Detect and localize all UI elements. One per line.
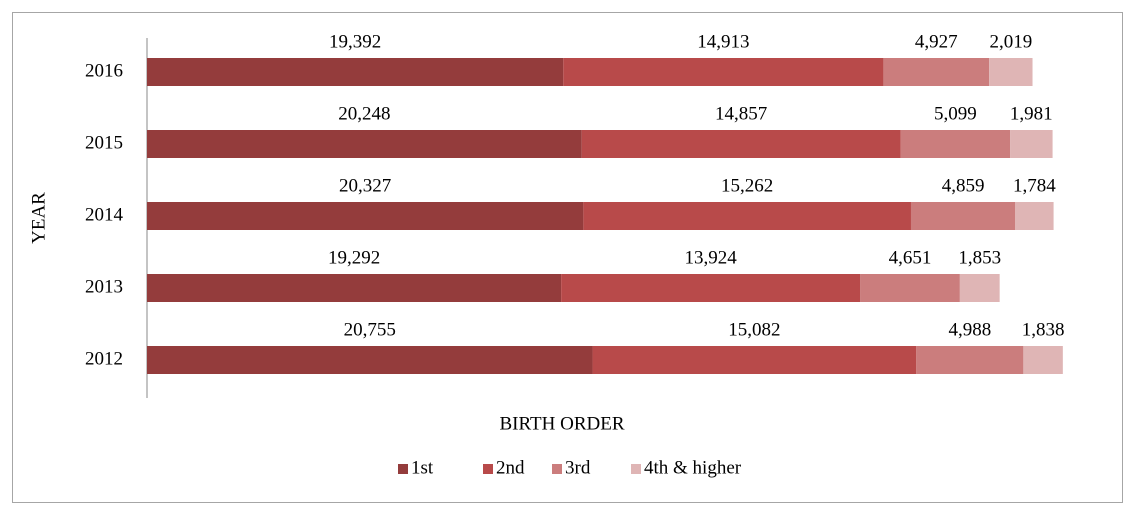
data-label: 1,784 (1013, 175, 1056, 196)
data-label: 5,099 (934, 103, 977, 124)
bar-segment (147, 346, 593, 374)
data-label: 4,927 (915, 31, 958, 52)
bar-segment (563, 58, 884, 86)
y-tick-label: 2012 (85, 348, 123, 369)
data-label: 1,981 (1010, 103, 1053, 124)
y-tick-label: 2015 (85, 132, 123, 153)
data-label: 15,082 (728, 319, 780, 340)
data-label: 15,262 (721, 175, 773, 196)
bar-segment (1023, 346, 1063, 374)
bar-segment (581, 130, 901, 158)
bar-segment (561, 274, 861, 302)
data-label: 4,988 (948, 319, 991, 340)
legend-label: 4th & higher (644, 457, 742, 478)
bar-segment (959, 274, 1000, 302)
y-axis-label: YEAR (28, 192, 49, 244)
data-label: 19,392 (329, 31, 381, 52)
data-label: 1,838 (1022, 319, 1065, 340)
data-label: 20,755 (344, 319, 396, 340)
legend-label: 3rd (565, 457, 591, 478)
data-label: 4,859 (942, 175, 985, 196)
data-label: 2,019 (989, 31, 1032, 52)
y-tick-label: 2013 (85, 276, 123, 297)
data-label: 1,853 (958, 247, 1001, 268)
data-label: 20,327 (339, 175, 391, 196)
legend-swatch (552, 464, 562, 474)
legend-swatch (483, 464, 493, 474)
legend-label: 2nd (496, 457, 525, 478)
data-label: 13,924 (684, 247, 737, 268)
data-label: 20,248 (338, 103, 390, 124)
bar-segment (1015, 202, 1054, 230)
bar-segment (147, 274, 562, 302)
bar-segment (592, 346, 917, 374)
legend-swatch (398, 464, 408, 474)
bar-segment (860, 274, 960, 302)
bar-segment (147, 202, 584, 230)
bar-segment (883, 58, 990, 86)
bar-segment (1010, 130, 1053, 158)
bar-segment (989, 58, 1033, 86)
y-tick-label: 2016 (85, 60, 123, 81)
legend-label: 1st (411, 457, 434, 478)
bar-segment (916, 346, 1024, 374)
chart-frame (12, 12, 1123, 503)
data-label: 4,651 (889, 247, 932, 268)
bar-segment (910, 202, 1016, 230)
legend-swatch (631, 464, 641, 474)
data-label: 19,292 (328, 247, 380, 268)
data-label: 14,857 (715, 103, 767, 124)
bar-segment (147, 130, 582, 158)
y-tick-label: 2014 (85, 204, 124, 225)
bar-segment (900, 130, 1011, 158)
bar-segment (147, 58, 564, 86)
x-axis-label: BIRTH ORDER (499, 413, 624, 434)
data-label: 14,913 (697, 31, 749, 52)
bar-segment (583, 202, 911, 230)
